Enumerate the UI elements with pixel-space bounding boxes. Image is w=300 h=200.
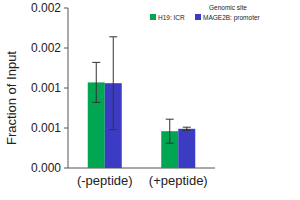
x-tick-label: (-peptide) bbox=[77, 173, 133, 188]
y-axis bbox=[68, 8, 69, 168]
y-tick bbox=[64, 128, 68, 129]
error-bar bbox=[109, 37, 117, 130]
y-tick-label: 0.001 bbox=[31, 81, 61, 95]
bar bbox=[178, 129, 195, 168]
legend-title: Genomic site bbox=[209, 4, 247, 11]
bars bbox=[88, 82, 196, 168]
legend-label: MAGE2B: promoter bbox=[203, 14, 261, 22]
error-bar bbox=[166, 119, 174, 143]
chart-root: 0.000 0.001 0.001 0.002 0.002 Fraction of Inp… bbox=[0, 0, 300, 200]
error-bar bbox=[92, 62, 100, 102]
y-tick-label: 0.002 bbox=[31, 1, 61, 15]
y-tick-label: 0.000 bbox=[31, 161, 61, 175]
chart-svg: 0.000 0.001 0.001 0.002 0.002 Fraction of Inp… bbox=[0, 0, 300, 200]
y-tick bbox=[64, 88, 68, 89]
error-bar bbox=[183, 127, 191, 130]
legend-label: H19: ICR bbox=[158, 14, 185, 21]
y-tick-label: 0.001 bbox=[31, 121, 61, 135]
y-axis-label: Fraction of Input bbox=[4, 51, 19, 145]
y-tick bbox=[64, 168, 68, 169]
error-bars bbox=[92, 37, 191, 143]
legend-swatch bbox=[195, 14, 201, 20]
y-tick bbox=[64, 8, 68, 9]
y-tick bbox=[64, 48, 68, 49]
legend-swatch bbox=[150, 14, 156, 20]
x-tick-label: (+peptide) bbox=[149, 173, 208, 188]
y-tick-label: 0.002 bbox=[31, 41, 61, 55]
